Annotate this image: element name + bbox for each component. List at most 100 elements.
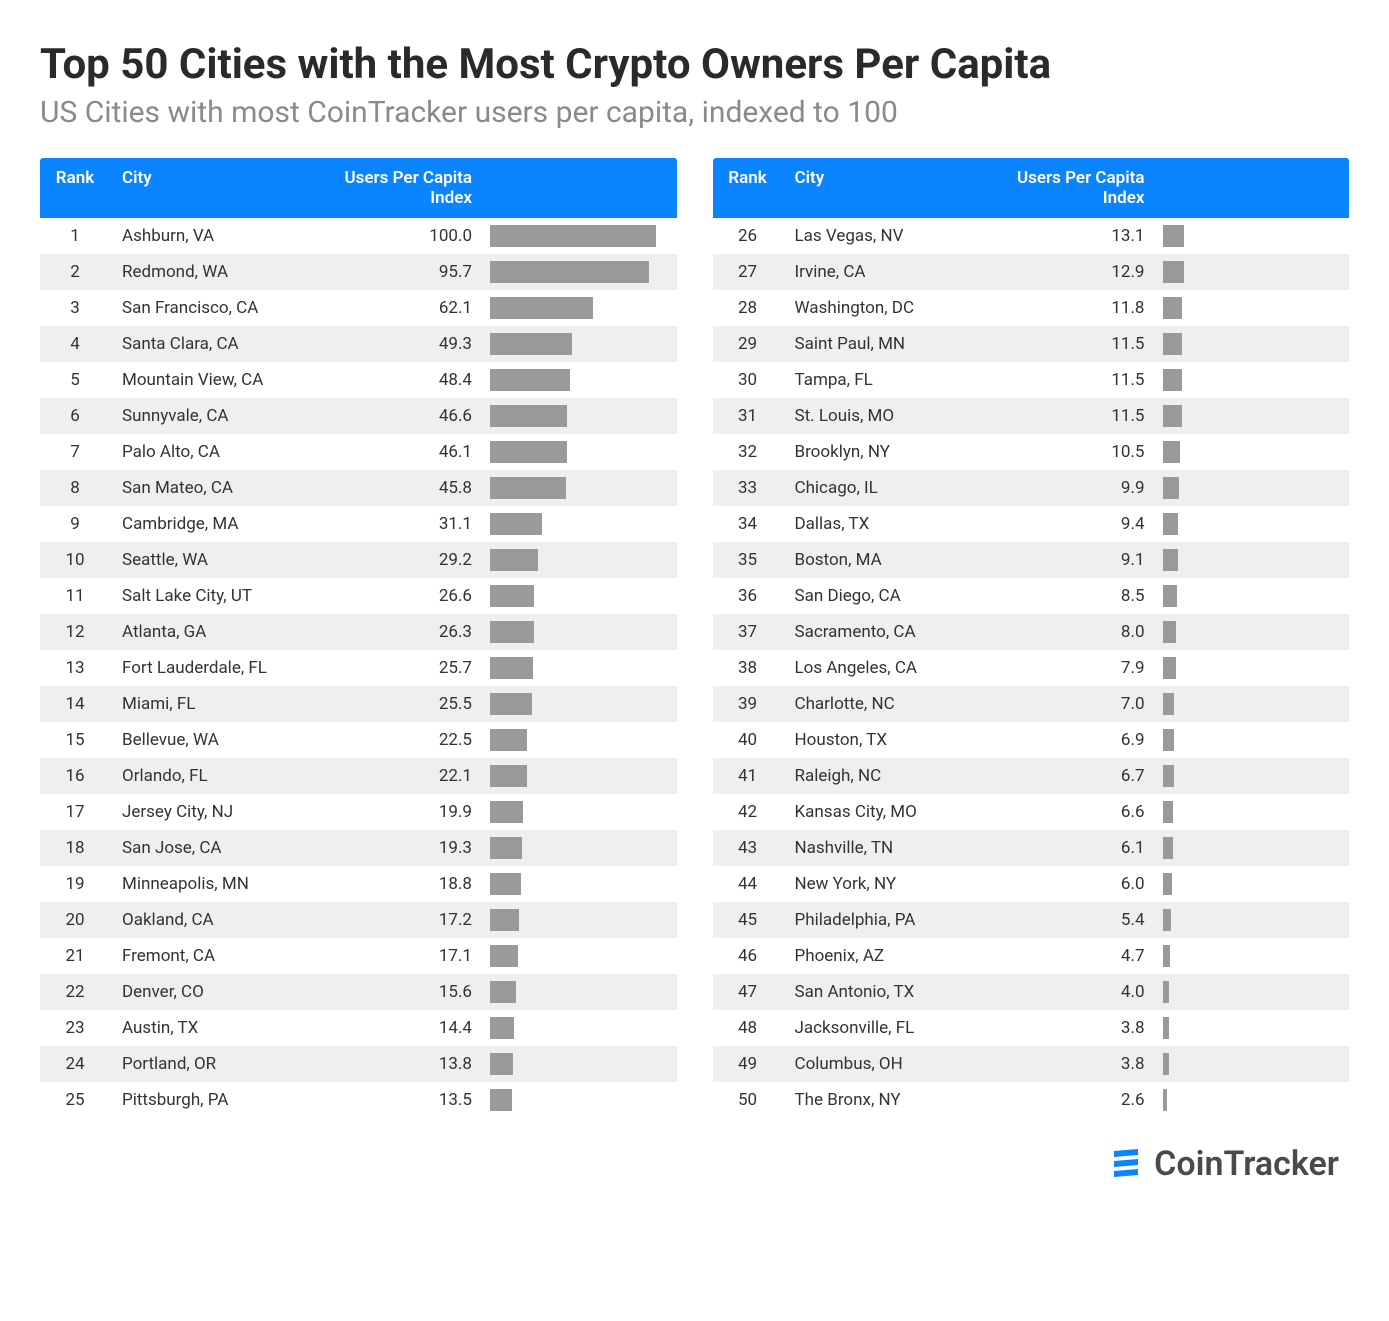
index-bar <box>490 477 566 499</box>
cointracker-logo-icon <box>1108 1146 1144 1182</box>
table-row: 7Palo Alto, CA46.1 <box>40 434 677 470</box>
cell-bar <box>1163 873 1350 895</box>
table-row: 44New York, NY6.0 <box>713 866 1350 902</box>
cell-city: San Jose, CA <box>110 830 310 866</box>
table-row: 16Orlando, FL22.1 <box>40 758 677 794</box>
table-row: 32Brooklyn, NY10.5 <box>713 434 1350 470</box>
cell-rank: 49 <box>713 1046 783 1082</box>
index-bar <box>490 441 567 463</box>
table-row: 10Seattle, WA29.2 <box>40 542 677 578</box>
table-header: Rank City Users Per Capita Index <box>713 158 1350 218</box>
cell-index: 6.9 <box>983 722 1163 758</box>
table-row: 2Redmond, WA95.7 <box>40 254 677 290</box>
index-bar <box>490 369 570 391</box>
table-row: 39Charlotte, NC7.0 <box>713 686 1350 722</box>
index-bar <box>490 621 534 643</box>
cell-index: 22.5 <box>310 722 490 758</box>
cell-bar <box>1163 981 1350 1003</box>
table-row: 15Bellevue, WA22.5 <box>40 722 677 758</box>
cell-index: 17.2 <box>310 902 490 938</box>
cell-rank: 22 <box>40 974 110 1010</box>
index-bar <box>490 225 656 247</box>
table-row: 34Dallas, TX9.4 <box>713 506 1350 542</box>
index-bar <box>1163 1017 1169 1039</box>
index-bar <box>1163 837 1173 859</box>
table-row: 41Raleigh, NC6.7 <box>713 758 1350 794</box>
cell-city: Salt Lake City, UT <box>110 578 310 614</box>
cell-bar <box>1163 729 1350 751</box>
cell-bar <box>490 441 677 463</box>
table-row: 6Sunnyvale, CA46.6 <box>40 398 677 434</box>
col-header-index: Users Per Capita Index <box>310 158 490 218</box>
index-bar <box>1163 765 1174 787</box>
table-row: 46Phoenix, AZ4.7 <box>713 938 1350 974</box>
cell-bar <box>1163 909 1350 931</box>
index-bar <box>1163 225 1185 247</box>
table-row: 35Boston, MA9.1 <box>713 542 1350 578</box>
cell-index: 11.5 <box>983 398 1163 434</box>
index-bar <box>490 1053 513 1075</box>
cell-index: 14.4 <box>310 1010 490 1046</box>
cell-bar <box>490 261 677 283</box>
cell-bar <box>490 729 677 751</box>
cell-bar <box>490 513 677 535</box>
index-bar <box>490 765 527 787</box>
cell-bar <box>490 369 677 391</box>
cell-rank: 4 <box>40 326 110 362</box>
table-row: 50The Bronx, NY2.6 <box>713 1082 1350 1118</box>
cell-index: 100.0 <box>310 218 490 254</box>
cell-bar <box>1163 369 1350 391</box>
cell-index: 25.7 <box>310 650 490 686</box>
cell-bar <box>1163 261 1350 283</box>
col-header-bar <box>490 158 677 218</box>
table-row: 19Minneapolis, MN18.8 <box>40 866 677 902</box>
cell-city: Dallas, TX <box>783 506 983 542</box>
cell-city: Boston, MA <box>783 542 983 578</box>
cell-city: Cambridge, MA <box>110 506 310 542</box>
index-bar <box>490 261 649 283</box>
index-bar <box>490 945 518 967</box>
cell-bar <box>490 621 677 643</box>
table-row: 43Nashville, TN6.1 <box>713 830 1350 866</box>
cell-rank: 42 <box>713 794 783 830</box>
cell-bar <box>490 405 677 427</box>
cell-index: 13.5 <box>310 1082 490 1118</box>
cell-rank: 26 <box>713 218 783 254</box>
index-bar <box>1163 981 1170 1003</box>
table-row: 28Washington, DC11.8 <box>713 290 1350 326</box>
cell-index: 19.9 <box>310 794 490 830</box>
index-bar <box>490 657 533 679</box>
cell-index: 6.6 <box>983 794 1163 830</box>
cell-city: Washington, DC <box>783 290 983 326</box>
cell-bar <box>490 657 677 679</box>
cell-city: Seattle, WA <box>110 542 310 578</box>
index-bar <box>1163 873 1173 895</box>
cell-bar <box>490 765 677 787</box>
cell-index: 13.1 <box>983 218 1163 254</box>
index-bar <box>490 981 516 1003</box>
table-row: 14Miami, FL25.5 <box>40 686 677 722</box>
cell-rank: 15 <box>40 722 110 758</box>
page-title: Top 50 Cities with the Most Crypto Owner… <box>40 40 1349 89</box>
index-bar <box>1163 729 1174 751</box>
index-bar <box>1163 693 1175 715</box>
table-row: 40Houston, TX6.9 <box>713 722 1350 758</box>
table-row: 27Irvine, CA12.9 <box>713 254 1350 290</box>
cell-rank: 14 <box>40 686 110 722</box>
cell-city: Jersey City, NJ <box>110 794 310 830</box>
cell-bar <box>490 981 677 1003</box>
cell-city: San Francisco, CA <box>110 290 310 326</box>
cell-index: 11.8 <box>983 290 1163 326</box>
cell-bar <box>1163 693 1350 715</box>
index-bar <box>490 1089 512 1111</box>
cointracker-logo-text: CoinTracker <box>1154 1144 1339 1184</box>
table-row: 26Las Vegas, NV13.1 <box>713 218 1350 254</box>
cell-city: Orlando, FL <box>110 758 310 794</box>
cell-bar <box>490 1017 677 1039</box>
table-row: 23Austin, TX14.4 <box>40 1010 677 1046</box>
cell-city: Nashville, TN <box>783 830 983 866</box>
index-bar <box>1163 513 1179 535</box>
cell-index: 46.1 <box>310 434 490 470</box>
col-header-bar <box>1163 158 1350 218</box>
cell-rank: 13 <box>40 650 110 686</box>
